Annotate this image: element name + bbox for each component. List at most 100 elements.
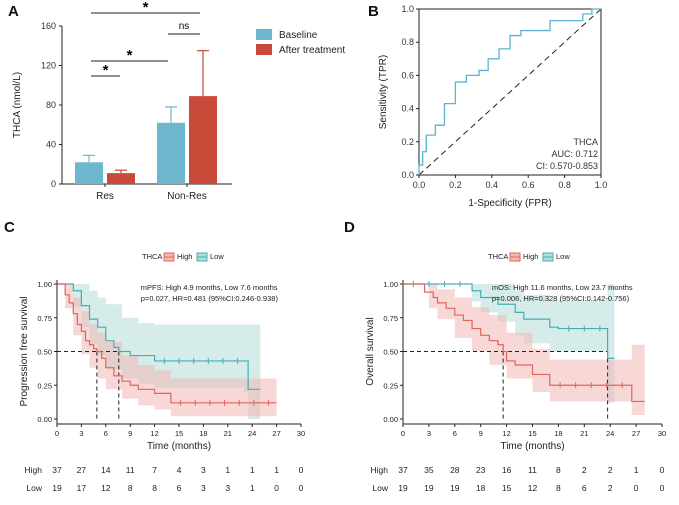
- x-tick-label: 0.0: [413, 180, 426, 190]
- risk-count-high: 27: [77, 465, 87, 475]
- risk-count-low: 3: [201, 483, 206, 493]
- panel-label-c: C: [4, 219, 15, 236]
- km-curve-low: [403, 283, 615, 359]
- risk-count-high: 7: [152, 465, 157, 475]
- x-tick-label: 18: [554, 429, 562, 438]
- risk-label-high: High: [25, 465, 43, 475]
- risk-count-low: 8: [128, 483, 133, 493]
- y-tick-label: 0.6: [401, 70, 414, 80]
- x-tick-label: 0: [401, 429, 405, 438]
- risk-count-high: 4: [177, 465, 182, 475]
- risk-label-low: Low: [26, 483, 42, 493]
- y-tick-label: 0.75: [383, 314, 398, 323]
- y-axis-label: THCA (nmol/L): [12, 72, 23, 138]
- risk-count-low: 15: [502, 483, 512, 493]
- x-tick-label: 0: [55, 429, 59, 438]
- km-curve-high: [57, 283, 277, 404]
- risk-count-high: 2: [582, 465, 587, 475]
- x-tick-label: Res: [96, 191, 114, 202]
- x-tick-label: 15: [528, 429, 536, 438]
- x-tick-label: 24: [606, 429, 614, 438]
- km-curve-low: [57, 283, 261, 390]
- risk-count-low: 0: [634, 483, 639, 493]
- x-tick-label: 24: [248, 429, 256, 438]
- legend-label-high: High: [177, 252, 192, 261]
- risk-count-high: 37: [52, 465, 62, 475]
- x-tick-label: 3: [427, 429, 431, 438]
- y-axis-label: Overall survival: [365, 317, 376, 385]
- panel-c-km-pfs: THCA High Low 0.00 0.25 0.50 0.75 1.00 0 3 6 9 12 15 1…: [19, 252, 305, 493]
- risk-count-low: 8: [152, 483, 157, 493]
- plot-frame: [418, 8, 602, 176]
- significance-label: ns: [179, 21, 190, 32]
- risk-count-high: 3: [201, 465, 206, 475]
- risk-count-low: 18: [476, 483, 486, 493]
- x-tick-label: 0.6: [522, 180, 535, 190]
- x-tick-label: 12: [502, 429, 510, 438]
- risk-count-high: 1: [274, 465, 279, 475]
- risk-count-high: 37: [398, 465, 408, 475]
- y-tick-label: 1.00: [37, 280, 52, 289]
- roc-legend-text: CI: 0.570-0.853: [536, 161, 598, 171]
- y-tick-label: 0.50: [383, 348, 398, 357]
- stats-median: mPFS: High 4.9 months, Low 7.6 months: [141, 283, 278, 292]
- x-axis-label: Time (months): [147, 441, 211, 452]
- y-tick-label: 0.8: [401, 37, 414, 47]
- x-tick-label: 0.2: [449, 180, 462, 190]
- x-tick-label: 18: [199, 429, 207, 438]
- stats-hr: p=0.027, HR=0.481 (95%CI:0.246-0.938): [141, 294, 279, 303]
- bar: [189, 96, 217, 184]
- risk-count-low: 3: [225, 483, 230, 493]
- x-tick-label: 9: [128, 429, 132, 438]
- risk-count-high: 1: [250, 465, 255, 475]
- legend-label-low: Low: [556, 252, 570, 261]
- x-tick-label: 30: [297, 429, 305, 438]
- legend-label-low: Low: [210, 252, 224, 261]
- risk-count-high: 23: [476, 465, 486, 475]
- risk-count-high: 11: [528, 465, 537, 475]
- y-tick-label: 0.75: [37, 314, 52, 323]
- risk-count-high: 35: [424, 465, 434, 475]
- x-tick-label: 27: [272, 429, 280, 438]
- risk-label-high: High: [371, 465, 389, 475]
- legend-label-high: High: [523, 252, 538, 261]
- x-tick-label: 21: [224, 429, 232, 438]
- y-tick-label: 80: [46, 100, 56, 110]
- roc-legend-text: AUC: 0.712: [551, 149, 598, 159]
- x-axis-label: Time (months): [500, 441, 564, 452]
- y-tick-label: 0.25: [383, 381, 398, 390]
- y-axis-label: Progression free survival: [19, 296, 30, 406]
- y-tick-label: 1.00: [383, 280, 398, 289]
- y-tick-label: 40: [46, 140, 56, 150]
- x-tick-label: 30: [658, 429, 666, 438]
- risk-count-low: 12: [101, 483, 111, 493]
- y-axis-label: Sensitivity (TPR): [378, 55, 389, 129]
- panel-label-a: A: [8, 3, 19, 20]
- risk-count-high: 0: [660, 465, 665, 475]
- risk-count-low: 17: [77, 483, 87, 493]
- bar: [157, 122, 185, 184]
- roc-curve: [418, 8, 601, 175]
- x-tick-label: 0.8: [558, 180, 571, 190]
- risk-count-high: 28: [450, 465, 460, 475]
- risk-count-low: 6: [582, 483, 587, 493]
- panel-label-d: D: [344, 219, 355, 236]
- x-tick-label: 15: [175, 429, 183, 438]
- risk-count-high: 8: [556, 465, 561, 475]
- x-tick-label: 0.4: [486, 180, 499, 190]
- risk-count-low: 19: [424, 483, 434, 493]
- y-tick-label: 160: [41, 21, 56, 31]
- y-tick-label: 0.00: [383, 415, 398, 424]
- x-tick-label: Non-Res: [167, 191, 206, 202]
- risk-count-low: 1: [250, 483, 255, 493]
- y-tick-label: 0: [51, 179, 56, 189]
- risk-count-high: 16: [502, 465, 512, 475]
- x-tick-label: 6: [104, 429, 108, 438]
- chance-diagonal: [418, 8, 602, 176]
- risk-count-low: 19: [52, 483, 62, 493]
- y-tick-label: 0.50: [37, 348, 52, 357]
- risk-count-high: 14: [101, 465, 111, 475]
- risk-count-high: 1: [634, 465, 639, 475]
- roc-legend-text: THCA: [574, 137, 599, 147]
- y-tick-label: 0.25: [37, 381, 52, 390]
